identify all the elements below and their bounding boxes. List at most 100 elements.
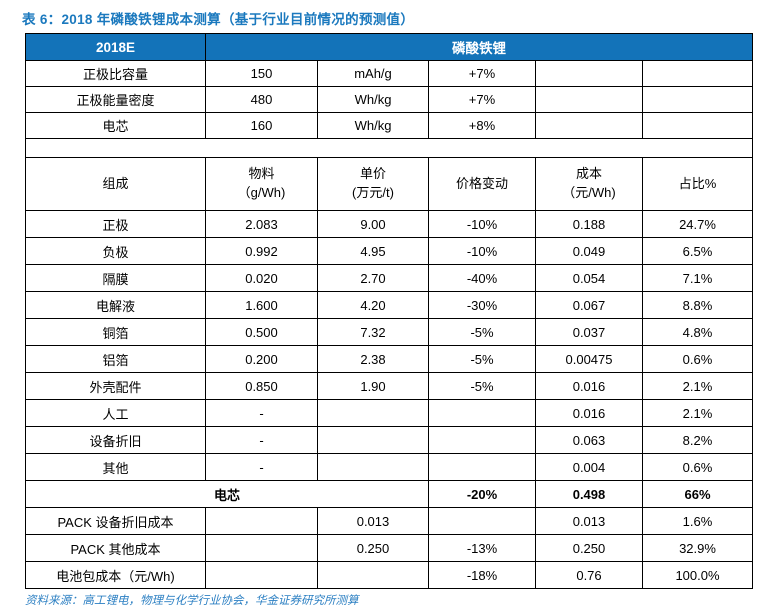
table-row: 铝箔 0.200 2.38 -5% 0.00475 0.6%	[25, 345, 753, 373]
change-cell	[428, 453, 536, 481]
spec-change-cell: +7%	[428, 86, 536, 113]
component-name-cell: 电池包成本（元/Wh)	[25, 561, 206, 589]
cost-cell: 0.016	[535, 399, 643, 427]
material-cell: 0.992	[205, 237, 318, 265]
table-row: 设备折旧 - 0.063 8.2%	[25, 426, 753, 454]
cost-cell: 0.037	[535, 318, 643, 346]
cost-cell: 0.067	[535, 291, 643, 319]
share-cell: 8.2%	[642, 426, 753, 454]
table-row: 隔膜 0.020 2.70 -40% 0.054 7.1%	[25, 264, 753, 292]
price-cell	[317, 453, 429, 481]
component-name-cell: PACK 设备折旧成本	[25, 507, 206, 535]
table-title: 表 6：2018 年磷酸铁锂成本测算（基于行业目前情况的预测值）	[22, 12, 415, 27]
change-cell: -5%	[428, 345, 536, 373]
spec-change-cell: +8%	[428, 112, 536, 139]
cost-cell: 0.250	[535, 534, 643, 562]
component-name-cell: 隔膜	[25, 264, 206, 292]
source-note: 资料来源：高工锂电，物理与化学行业协会，华金证券研究所测算	[25, 595, 359, 607]
cost-header-material: 物料 （g/Wh)	[205, 157, 318, 211]
price-cell: 7.32	[317, 318, 429, 346]
table-row: 外壳配件 0.850 1.90 -5% 0.016 2.1%	[25, 372, 753, 400]
share-cell: 2.1%	[642, 372, 753, 400]
share-cell: 0.6%	[642, 453, 753, 481]
price-cell: 9.00	[317, 210, 429, 238]
share-cell: 4.8%	[642, 318, 753, 346]
share-cell: 7.1%	[642, 264, 753, 292]
cost-cell: 0.063	[535, 426, 643, 454]
cost-cell: 0.00475	[535, 345, 643, 373]
material-cell	[205, 561, 318, 589]
table-row: PACK 设备折旧成本 0.013 0.013 1.6%	[25, 507, 753, 535]
spec-label-cell: 电芯	[25, 112, 206, 139]
table-row: 电解液 1.600 4.20 -30% 0.067 8.8%	[25, 291, 753, 319]
cost-header-composition: 组成	[25, 157, 206, 211]
header-chemistry-cell: 磷酸铁锂	[205, 33, 753, 61]
cost-cell: 0.016	[535, 372, 643, 400]
material-cell: -	[205, 399, 318, 427]
change-cell: -10%	[428, 237, 536, 265]
empty-cell	[642, 86, 753, 113]
price-cell: 2.70	[317, 264, 429, 292]
share-cell: 0.6%	[642, 345, 753, 373]
spec-label-cell: 正极能量密度	[25, 86, 206, 113]
cell-subtotal-row: 电芯 -20% 0.498 66%	[25, 480, 753, 508]
subtotal-share-cell: 66%	[642, 480, 753, 508]
empty-cell	[535, 60, 643, 87]
table-row: 人工 - 0.016 2.1%	[25, 399, 753, 427]
price-cell: 4.20	[317, 291, 429, 319]
change-cell: -13%	[428, 534, 536, 562]
spacer-row	[25, 138, 753, 158]
table-row: PACK 其他成本 0.250 -13% 0.250 32.9%	[25, 534, 753, 562]
spec-value-cell: 160	[205, 112, 318, 139]
material-cell: -	[205, 453, 318, 481]
cost-cell: 0.049	[535, 237, 643, 265]
spec-label-cell: 正极比容量	[25, 60, 206, 87]
cost-header-share: 占比%	[642, 157, 753, 211]
material-cell: -	[205, 426, 318, 454]
component-name-cell: 铜箔	[25, 318, 206, 346]
cost-header-material-label: 物料	[248, 166, 275, 182]
material-cell: 1.600	[205, 291, 318, 319]
material-cell	[205, 534, 318, 562]
component-name-cell: 人工	[25, 399, 206, 427]
spec-unit-cell: Wh/kg	[317, 86, 429, 113]
subtotal-cost-cell: 0.498	[535, 480, 643, 508]
component-name-cell: PACK 其他成本	[25, 534, 206, 562]
component-name-cell: 外壳配件	[25, 372, 206, 400]
header-year-cell: 2018E	[25, 33, 206, 61]
cost-cell: 0.004	[535, 453, 643, 481]
price-cell	[317, 426, 429, 454]
table-header-row: 2018E 磷酸铁锂	[25, 33, 753, 61]
table-row: 正极比容量 150 mAh/g +7%	[25, 60, 753, 87]
cost-cell: 0.76	[535, 561, 643, 589]
change-cell: -5%	[428, 372, 536, 400]
spec-value-cell: 150	[205, 60, 318, 87]
component-name-cell: 正极	[25, 210, 206, 238]
material-cell: 0.850	[205, 372, 318, 400]
material-cell	[205, 507, 318, 535]
subtotal-name-cell: 电芯	[25, 480, 429, 508]
price-cell: 1.90	[317, 372, 429, 400]
component-name-cell: 设备折旧	[25, 426, 206, 454]
subtotal-change-cell: -20%	[428, 480, 536, 508]
empty-cell	[642, 60, 753, 87]
table-row: 电芯 160 Wh/kg +8%	[25, 112, 753, 139]
change-cell: -40%	[428, 264, 536, 292]
share-cell: 8.8%	[642, 291, 753, 319]
change-cell: -30%	[428, 291, 536, 319]
table-row: 其他 - 0.004 0.6%	[25, 453, 753, 481]
share-cell: 1.6%	[642, 507, 753, 535]
component-name-cell: 电解液	[25, 291, 206, 319]
price-cell	[317, 561, 429, 589]
empty-cell	[535, 112, 643, 139]
cost-header-price-label: 单价	[359, 166, 386, 182]
change-cell: -10%	[428, 210, 536, 238]
change-cell: -5%	[428, 318, 536, 346]
price-cell: 0.250	[317, 534, 429, 562]
spec-unit-cell: mAh/g	[317, 60, 429, 87]
share-cell: 6.5%	[642, 237, 753, 265]
cost-header-price-unit: (万元/t)	[352, 185, 394, 200]
cost-cell: 0.054	[535, 264, 643, 292]
component-name-cell: 负极	[25, 237, 206, 265]
table-row: 正极 2.083 9.00 -10% 0.188 24.7%	[25, 210, 753, 238]
